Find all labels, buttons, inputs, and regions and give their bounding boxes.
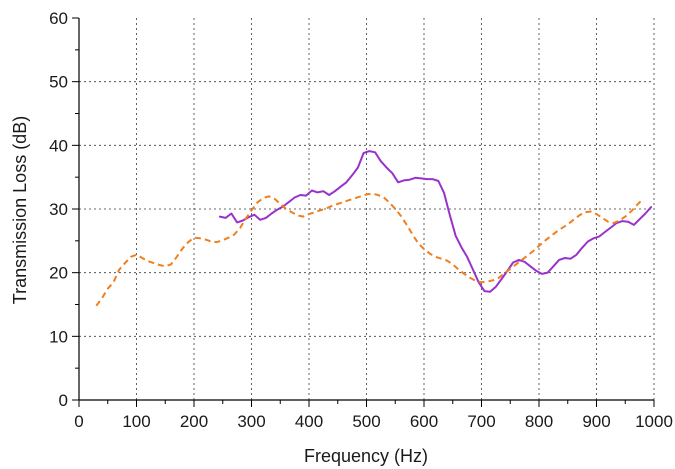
x-tick-label: 300 — [237, 412, 265, 431]
x-tick-label: 1000 — [635, 412, 673, 431]
y-tick-label: 50 — [49, 73, 68, 92]
x-tick-label: 500 — [352, 412, 380, 431]
tick-marks — [72, 17, 655, 407]
x-tick-label: 200 — [180, 412, 208, 431]
y-tick-label: 20 — [49, 264, 68, 283]
x-tick-label: 100 — [122, 412, 150, 431]
solid-series-line — [218, 150, 653, 293]
y-axis-title: Transmission Loss (dB) — [10, 116, 30, 304]
x-axis-title: Frequency (Hz) — [304, 446, 428, 466]
y-tick-label: 30 — [49, 200, 68, 219]
x-tick-label: 400 — [295, 412, 323, 431]
x-tick-label: 600 — [410, 412, 438, 431]
x-tick-label: 700 — [467, 412, 495, 431]
x-tick-label: 900 — [582, 412, 610, 431]
data-series — [95, 150, 653, 307]
y-tick-label: 40 — [49, 136, 68, 155]
y-tick-label: 60 — [49, 9, 68, 28]
dashed-series-line — [95, 192, 644, 307]
y-tick-label: 10 — [49, 327, 68, 346]
x-tick-label: 800 — [525, 412, 553, 431]
grid-lines — [79, 18, 655, 400]
x-tick-label: 0 — [74, 412, 83, 431]
tick-labels: 0 100 200 300 400 500 600 700 800 900 1000 0 10 20 30 4… — [49, 9, 673, 431]
y-tick-label: 0 — [59, 391, 68, 410]
